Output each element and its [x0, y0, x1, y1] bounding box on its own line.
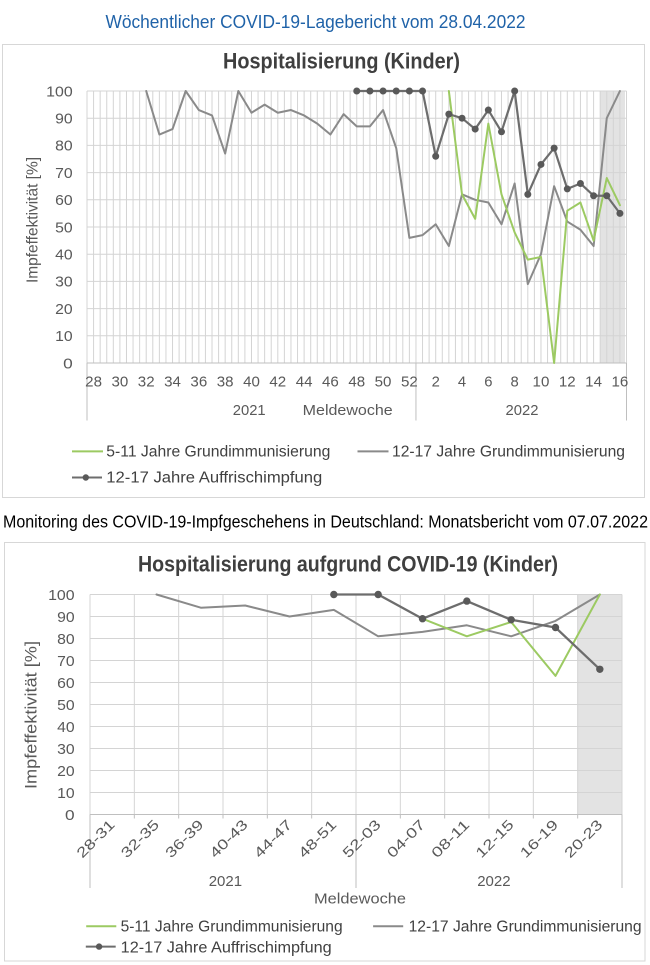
svg-text:10: 10	[57, 785, 75, 802]
svg-text:Monitoring des COVID-19-Impfge: Monitoring des COVID-19-Impfgeschehens i…	[3, 512, 648, 532]
svg-text:30: 30	[55, 274, 73, 291]
svg-text:90: 90	[57, 609, 75, 626]
svg-text:28-31: 28-31	[74, 817, 119, 862]
svg-text:48-51: 48-51	[296, 817, 341, 862]
svg-text:36-39: 36-39	[163, 817, 208, 862]
svg-text:2: 2	[432, 375, 440, 391]
svg-text:40: 40	[57, 719, 75, 736]
svg-text:32: 32	[138, 375, 155, 391]
svg-text:100: 100	[46, 83, 73, 100]
svg-text:16-19: 16-19	[517, 817, 562, 862]
svg-text:2022: 2022	[506, 403, 539, 419]
svg-text:12-17 Jahre Grundimmunisierung: 12-17 Jahre Grundimmunisierung	[392, 444, 625, 461]
svg-text:5-11 Jahre Grundimmunisierung: 5-11 Jahre Grundimmunisierung	[121, 919, 343, 936]
svg-text:40-43: 40-43	[207, 817, 252, 862]
svg-text:48: 48	[348, 375, 365, 391]
svg-text:Meldewoche: Meldewoche	[314, 890, 406, 907]
svg-text:70: 70	[55, 165, 73, 182]
svg-text:Impfeffektivität [%]: Impfeffektivität [%]	[22, 641, 41, 789]
svg-text:100: 100	[48, 587, 75, 604]
svg-text:36: 36	[190, 375, 207, 391]
svg-text:Hospitalisierung aufgrund COVI: Hospitalisierung aufgrund COVID-19 (Kind…	[138, 552, 558, 577]
svg-text:2022: 2022	[477, 873, 510, 890]
svg-text:50: 50	[57, 697, 75, 714]
svg-text:90: 90	[55, 111, 73, 128]
svg-text:60: 60	[55, 192, 73, 209]
svg-text:08-11: 08-11	[429, 817, 474, 862]
svg-text:38: 38	[217, 375, 234, 391]
svg-text:42: 42	[269, 375, 286, 391]
svg-text:28: 28	[85, 375, 102, 391]
svg-text:Hospitalisierung (Kinder): Hospitalisierung (Kinder)	[223, 49, 460, 74]
svg-text:2021: 2021	[209, 873, 242, 890]
svg-text:6: 6	[484, 375, 492, 391]
svg-text:8: 8	[511, 375, 519, 391]
svg-text:Meldewoche: Meldewoche	[303, 403, 393, 419]
svg-text:52: 52	[401, 375, 418, 391]
svg-text:16: 16	[612, 375, 629, 391]
svg-text:80: 80	[57, 631, 75, 648]
svg-text:12-17 Jahre Auffrischimpfung: 12-17 Jahre Auffrischimpfung	[121, 939, 332, 956]
svg-text:40: 40	[55, 247, 73, 264]
svg-text:0: 0	[65, 807, 75, 824]
svg-text:40: 40	[243, 375, 260, 391]
svg-text:30: 30	[57, 741, 75, 758]
svg-text:14: 14	[585, 375, 602, 391]
svg-text:50: 50	[55, 219, 73, 236]
svg-text:5-11 Jahre Grundimmunisierung: 5-11 Jahre Grundimmunisierung	[106, 444, 330, 461]
svg-text:32-35: 32-35	[118, 817, 163, 862]
svg-text:44-47: 44-47	[251, 817, 296, 862]
svg-text:2021: 2021	[233, 403, 266, 419]
svg-text:20-23: 20-23	[562, 817, 607, 862]
svg-text:46: 46	[322, 375, 339, 391]
svg-text:10: 10	[533, 375, 550, 391]
svg-text:12: 12	[559, 375, 576, 391]
svg-text:70: 70	[57, 653, 75, 670]
svg-text:80: 80	[55, 138, 73, 155]
svg-text:60: 60	[57, 675, 75, 692]
svg-text:12-17 Jahre Grundimmunisierung: 12-17 Jahre Grundimmunisierung	[409, 919, 642, 936]
svg-text:4: 4	[458, 375, 466, 391]
svg-text:20: 20	[55, 301, 73, 318]
svg-text:52-03: 52-03	[340, 817, 385, 862]
svg-text:12-17 Jahre Auffrischimpfung: 12-17 Jahre Auffrischimpfung	[106, 470, 322, 487]
svg-text:30: 30	[112, 375, 129, 391]
svg-text:50: 50	[375, 375, 392, 391]
svg-text:20: 20	[57, 763, 75, 780]
svg-text:Impfeffektivität [%]: Impfeffektivität [%]	[25, 157, 42, 283]
svg-text:10: 10	[55, 328, 73, 345]
svg-text:Wöchentlicher COVID-19-Lageber: Wöchentlicher COVID-19-Lagebericht vom 2…	[106, 11, 526, 32]
svg-text:44: 44	[296, 375, 313, 391]
svg-text:12-15: 12-15	[473, 817, 518, 862]
svg-text:34: 34	[164, 375, 181, 391]
svg-text:0: 0	[63, 355, 73, 372]
svg-text:04-07: 04-07	[384, 817, 429, 862]
